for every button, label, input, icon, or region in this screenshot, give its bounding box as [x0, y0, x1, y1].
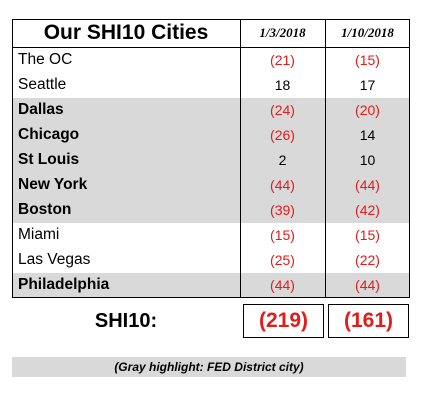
city-name: Philadelphia [12, 272, 240, 298]
table-row: Philadelphia (44) (44) [12, 272, 410, 298]
value-cell: (39) [240, 197, 325, 223]
column-divider [325, 19, 326, 298]
value-cell: (44) [240, 272, 325, 298]
city-name: Miami [18, 226, 60, 244]
value-cell: (22) [355, 252, 380, 269]
value-cell: (44) [325, 172, 410, 198]
table-row: St Louis 2 10 [12, 147, 410, 173]
value-cell: 2 [240, 147, 325, 173]
value-cell: (15) [355, 227, 380, 244]
table-row: The OC (21) (15) [12, 48, 410, 73]
value-cell: (26) [240, 122, 325, 148]
city-name: Seattle [18, 76, 67, 94]
total-label: SHI10: [94, 310, 158, 332]
header-row: Our SHI10 Cities 1/3/2018 1/10/2018 [12, 19, 410, 48]
date-header-1: 1/3/2018 [259, 25, 306, 40]
value-cell: 18 [274, 77, 291, 94]
city-name: New York [12, 172, 240, 198]
value-cell: 14 [325, 122, 410, 148]
value-cell: (25) [270, 252, 295, 269]
table-body: The OC (21) (15) Seattle 18 17 Dallas (24) (20) C… [12, 48, 410, 298]
city-name: St Louis [12, 147, 240, 173]
table-row: Las Vegas (25) (22) [12, 248, 410, 273]
total-value-2: (161) [328, 304, 409, 338]
value-cell: (15) [355, 52, 380, 69]
city-name: Chicago [12, 122, 240, 148]
value-cell: 17 [359, 77, 376, 94]
table-row: Miami (15) (15) [12, 223, 410, 248]
column-divider [240, 19, 241, 298]
cities-table: Our SHI10 Cities 1/3/2018 1/10/2018 The … [12, 19, 410, 298]
date-header-2: 1/10/2018 [341, 25, 394, 40]
table-row: Seattle 18 17 [12, 73, 410, 98]
city-name: Dallas [12, 97, 240, 123]
table-row: Chicago (26) 14 [12, 122, 410, 148]
table-row: New York (44) (44) [12, 172, 410, 198]
city-name: The OC [18, 51, 73, 69]
total-value-1: (219) [243, 304, 324, 338]
value-cell: (42) [325, 197, 410, 223]
table-row: Dallas (24) (20) [12, 97, 410, 123]
value-cell: (44) [240, 172, 325, 198]
value-cell: (20) [325, 97, 410, 123]
legend-note: (Gray highlight: FED District city) [12, 357, 406, 377]
table-title: Our SHI10 Cities [43, 21, 209, 44]
value-cell: (21) [270, 52, 295, 69]
value-cell: (15) [270, 227, 295, 244]
city-name: Boston [12, 197, 240, 223]
city-name: Las Vegas [18, 251, 91, 269]
value-cell: 10 [325, 147, 410, 173]
value-cell: (44) [325, 272, 410, 298]
value-cell: (24) [240, 97, 325, 123]
table-row: Boston (39) (42) [12, 197, 410, 223]
